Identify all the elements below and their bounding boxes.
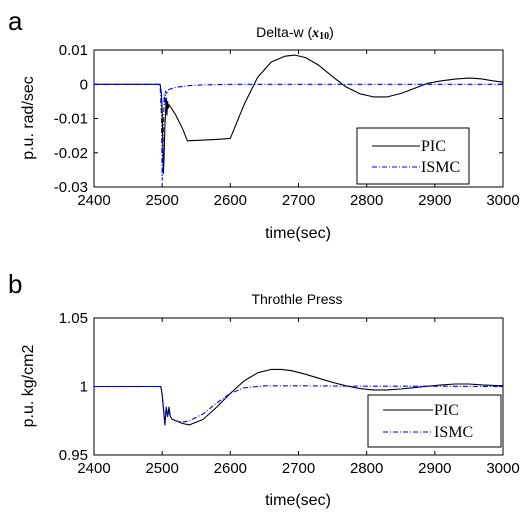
x-tick-label: 2700	[282, 460, 315, 477]
panel-b-x-axis: 2400 2500 2600 2700 2800 2900 3000	[77, 318, 520, 477]
y-tick-label: 1	[80, 379, 88, 396]
x-tick-label: 2900	[418, 192, 451, 209]
y-tick-label: -0.03	[54, 179, 88, 196]
panel-b-y-axis-label: p.u. kg/cm2	[20, 345, 37, 428]
x-tick-label: 2600	[214, 192, 247, 209]
panel-a-x-axis: 2400 2500 2600 2700 2800 2900 3000	[77, 50, 520, 209]
x-tick-label: 2500	[145, 192, 178, 209]
panel-b-legend-label-ismc: ISMC	[434, 424, 473, 441]
panel-a-label: a	[8, 6, 23, 36]
panel-b-series	[94, 368, 504, 426]
panel-a-legend: PIC ISMC	[356, 127, 470, 185]
panel-a-title-math: x	[311, 26, 319, 41]
y-tick-label: -0.01	[54, 111, 88, 128]
panel-a-title-text: Delta-w (	[256, 24, 312, 40]
x-tick-label: 2400	[77, 192, 110, 209]
panel-b-title: Throthle Press	[251, 291, 342, 307]
y-tick-label: 0.95	[59, 447, 88, 464]
x-tick-label: 3000	[486, 460, 519, 477]
panel-a-x-axis-label: time(sec)	[265, 225, 331, 242]
x-tick-label: 2500	[145, 460, 178, 477]
x-tick-label: 2700	[282, 192, 315, 209]
panel-b-x-axis-label: time(sec)	[265, 492, 331, 509]
panel-b-legend: PIC ISMC	[367, 394, 502, 448]
x-tick-label: 2800	[350, 460, 383, 477]
series-line-ismc	[94, 83, 503, 181]
panel-a-legend-label-ismc: ISMC	[421, 159, 460, 176]
panel-a-legend-label-pic: PIC	[421, 138, 446, 155]
x-tick-label: 3000	[486, 192, 519, 209]
y-tick-label: 0.01	[59, 42, 88, 59]
panel-a-title-close: )	[329, 24, 334, 40]
panel-b-y-axis: 1.05 1 0.95	[59, 310, 503, 464]
panel-b-legend-box	[367, 394, 502, 448]
x-tick-label: 2800	[350, 192, 383, 209]
y-tick-label: -0.02	[54, 145, 88, 162]
panel-b-legend-label-pic: PIC	[434, 402, 459, 419]
series-line-pic	[94, 54, 504, 174]
x-tick-label: 2400	[77, 460, 110, 477]
panel-a-title-sub: 10	[319, 31, 329, 42]
panel-a: a Delta-w (x10) 2400 2500 2600 2700 2800 2900…	[8, 6, 520, 242]
y-tick-label: 1.05	[59, 310, 88, 327]
x-tick-label: 2600	[214, 460, 247, 477]
panel-a-y-axis: 0.01 0 -0.01 -0.02 -0.03	[54, 42, 503, 196]
panel-b: b Throthle Press 2400 2500 2600 2700 2800 290…	[8, 269, 520, 509]
panel-b-label: b	[8, 269, 22, 299]
x-tick-label: 2900	[418, 460, 451, 477]
panel-a-series	[94, 54, 504, 181]
panel-a-y-axis-label: p.u. rad/sec	[20, 76, 37, 160]
panel-a-legend-box	[356, 127, 470, 185]
y-tick-label: 0	[80, 76, 88, 93]
panel-a-title: Delta-w (x10)	[256, 24, 334, 42]
